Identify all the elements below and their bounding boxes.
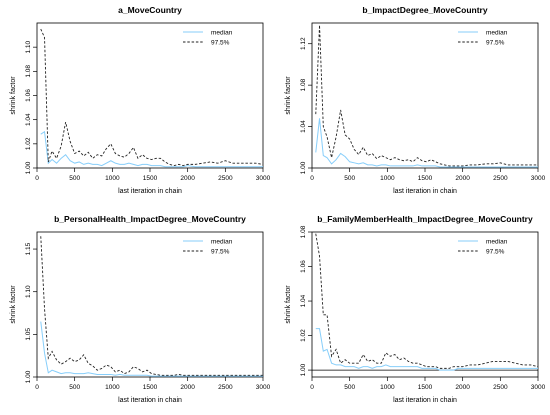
legend-median-label: median: [211, 239, 233, 246]
x-axis-label: last iteration in chain: [393, 188, 457, 195]
x-axis-label: last iteration in chain: [118, 188, 182, 195]
chart-title: b_PersonalHealth_ImpactDegree_MoveCountr…: [54, 214, 246, 224]
legend-p975-label: 97.5%: [211, 40, 230, 47]
p975-series-line: [315, 25, 538, 167]
chart-title: b_ImpactDegree_MoveCountry: [362, 5, 487, 15]
x-tick-label: 2000: [180, 384, 195, 391]
x-tick-label: 1500: [143, 384, 158, 391]
x-tick-label: 1000: [380, 175, 395, 182]
chart-panel-4: b_FamilyMemberHealth_ImpactDegree_MoveCo…: [285, 214, 546, 404]
x-tick-label: 500: [69, 175, 80, 182]
x-tick-label: 1500: [418, 384, 433, 391]
y-tick-label: 1.12: [300, 37, 307, 50]
x-tick-label: 1500: [143, 175, 158, 182]
chart-panel-1: a_MoveCountry 0 500 1000 1500 2000 2500 3000 1.0…: [10, 5, 271, 195]
y-tick-label: 1.08: [300, 225, 307, 238]
y-tick-label: 1.02: [300, 329, 307, 342]
x-tick-label: 500: [69, 384, 80, 391]
chart-title: a_MoveCountry: [118, 5, 182, 15]
x-tick-label: 2500: [218, 384, 233, 391]
x-tick-label: 2000: [455, 175, 470, 182]
x-tick-label: 0: [310, 175, 314, 182]
y-tick-label: 1.15: [25, 242, 32, 255]
x-axis-label: last iteration in chain: [393, 397, 457, 404]
legend-p975-label: 97.5%: [486, 40, 505, 47]
y-tick-label: 1.05: [25, 328, 32, 341]
y-tick-label: 1.04: [300, 120, 307, 133]
y-tick-label: 1.08: [300, 78, 307, 91]
x-tick-label: 500: [344, 175, 355, 182]
legend-p975-label: 97.5%: [211, 249, 230, 256]
legend-p975-label: 97.5%: [486, 249, 505, 256]
y-tick-label: 1.00: [300, 161, 307, 174]
p975-series-line: [40, 28, 264, 167]
x-tick-label: 3000: [256, 384, 271, 391]
median-series-line: [40, 130, 263, 168]
x-tick-label: 2500: [493, 384, 508, 391]
y-axis-label: shrink factor: [285, 285, 292, 324]
legend-median-label: median: [486, 239, 508, 246]
y-tick-label: 1.06: [25, 89, 32, 102]
x-tick-label: 2000: [455, 384, 470, 391]
y-tick-label: 1.00: [300, 363, 307, 376]
y-axis-label: shrink factor: [10, 76, 17, 115]
x-tick-label: 1000: [380, 384, 395, 391]
chart-title: b_FamilyMemberHealth_ImpactDegree_MoveCo…: [317, 214, 533, 224]
x-tick-label: 3000: [531, 175, 546, 182]
legend-median-label: median: [211, 30, 233, 37]
x-tick-label: 3000: [531, 384, 546, 391]
x-tick-label: 0: [35, 384, 39, 391]
chart-panel-2: b_ImpactDegree_MoveCountry 0 500 1000 1500 20…: [285, 5, 546, 195]
median-series-line: [315, 118, 538, 168]
median-series-line: [40, 321, 263, 377]
x-tick-label: 1000: [105, 384, 120, 391]
legend-median-label: median: [486, 30, 508, 37]
y-tick-label: 1.02: [25, 137, 32, 150]
x-axis-label: last iteration in chain: [118, 397, 182, 404]
p975-series-line: [40, 236, 263, 376]
y-axis-label: shrink factor: [10, 285, 17, 324]
x-tick-label: 2000: [180, 175, 195, 182]
y-tick-label: 1.00: [25, 161, 32, 174]
median-series-line: [315, 328, 538, 371]
p975-series-line: [315, 233, 539, 369]
x-tick-label: 0: [35, 175, 39, 182]
y-tick-label: 1.10: [25, 285, 32, 298]
x-tick-label: 1500: [418, 175, 433, 182]
x-tick-label: 1000: [105, 175, 120, 182]
y-tick-label: 1.00: [25, 370, 32, 383]
y-axis-label: shrink factor: [285, 76, 292, 115]
y-tick-label: 1.06: [300, 260, 307, 273]
y-tick-label: 1.04: [25, 113, 32, 126]
y-tick-label: 1.08: [25, 65, 32, 78]
chart-panel-3: b_PersonalHealth_ImpactDegree_MoveCountr…: [10, 214, 271, 404]
x-tick-label: 2500: [218, 175, 233, 182]
y-tick-label: 1.10: [25, 40, 32, 53]
x-tick-label: 0: [310, 384, 314, 391]
x-tick-label: 2500: [493, 175, 508, 182]
y-tick-label: 1.04: [300, 294, 307, 307]
x-tick-label: 3000: [256, 175, 271, 182]
x-tick-label: 500: [344, 384, 355, 391]
